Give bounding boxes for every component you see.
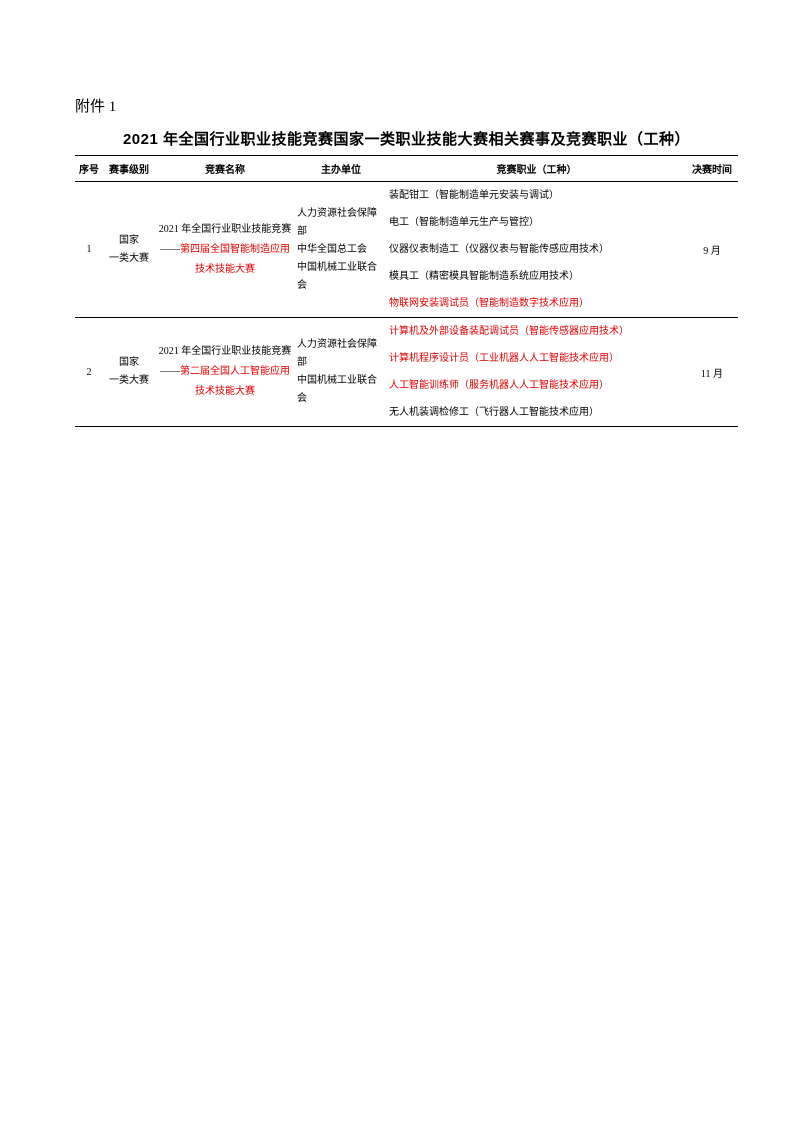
competition-name-highlight: 第四届全国智能制造应用 技术技能大赛 [180, 244, 290, 275]
competition-name-dash: —— [160, 244, 180, 255]
job-item: 装配钳工（智能制造单元安装与调试） [389, 182, 684, 209]
job-item: 人工智能训练师（服务机器人人工智能技术应用） [389, 372, 684, 399]
header-org: 主办单位 [295, 156, 387, 182]
competition-name-highlight: 第二届全国人工智能应用 技术技能大赛 [180, 366, 290, 397]
job-item: 无人机装调检修工（飞行器人工智能技术应用） [389, 399, 684, 426]
cell-seq: 2 [75, 318, 103, 427]
cell-seq: 1 [75, 182, 103, 318]
cell-time: 11 月 [686, 318, 738, 427]
cell-org: 人力资源社会保障部 中国机械工业联合会 [295, 318, 387, 427]
competition-table: 序号 赛事级别 竞赛名称 主办单位 竞赛职业（工种） 决赛时间 1国家 一类大赛… [75, 155, 738, 427]
attachment-label: 附件 1 [75, 95, 738, 116]
header-seq: 序号 [75, 156, 103, 182]
cell-level: 国家 一类大赛 [103, 182, 155, 318]
header-level: 赛事级别 [103, 156, 155, 182]
header-job: 竞赛职业（工种） [387, 156, 686, 182]
table-header-row: 序号 赛事级别 竞赛名称 主办单位 竞赛职业（工种） 决赛时间 [75, 156, 738, 182]
cell-level: 国家 一类大赛 [103, 318, 155, 427]
competition-name-line1: 2021 年全国行业职业技能竞赛 [155, 342, 295, 362]
table-row: 1国家 一类大赛2021 年全国行业职业技能竞赛 ——第四届全国智能制造应用 技术… [75, 182, 738, 318]
cell-name: 2021 年全国行业职业技能竞赛 ——第二届全国人工智能应用 技术技能大赛 [155, 318, 295, 427]
job-item: 计算机及外部设备装配调试员（智能传感器应用技术） [389, 318, 684, 345]
job-item: 模具工（精密模具智能制造系统应用技术） [389, 263, 684, 290]
job-item: 物联网安装调试员（智能制造数字技术应用） [389, 290, 684, 317]
job-item: 仪器仪表制造工（仪器仪表与智能传感应用技术） [389, 236, 684, 263]
competition-name-dash: —— [160, 366, 180, 377]
cell-jobs: 装配钳工（智能制造单元安装与调试）电工（智能制造单元生产与管控）仪器仪表制造工（… [387, 182, 686, 318]
competition-name-line1: 2021 年全国行业职业技能竞赛 [155, 220, 295, 240]
cell-org: 人力资源社会保障部 中华全国总工会 中国机械工业联合会 [295, 182, 387, 318]
cell-jobs: 计算机及外部设备装配调试员（智能传感器应用技术）计算机程序设计员（工业机器人人工… [387, 318, 686, 427]
table-row: 2国家 一类大赛2021 年全国行业职业技能竞赛 ——第二届全国人工智能应用 技术… [75, 318, 738, 427]
document-page: 附件 1 2021 年全国行业职业技能竞赛国家一类职业技能大赛相关赛事及竞赛职业… [0, 0, 793, 427]
header-name: 竞赛名称 [155, 156, 295, 182]
cell-name: 2021 年全国行业职业技能竞赛 ——第四届全国智能制造应用 技术技能大赛 [155, 182, 295, 318]
cell-time: 9 月 [686, 182, 738, 318]
job-item: 计算机程序设计员（工业机器人人工智能技术应用） [389, 345, 684, 372]
header-time: 决赛时间 [686, 156, 738, 182]
job-item: 电工（智能制造单元生产与管控） [389, 209, 684, 236]
page-title: 2021 年全国行业职业技能竞赛国家一类职业技能大赛相关赛事及竞赛职业（工种） [75, 128, 738, 149]
